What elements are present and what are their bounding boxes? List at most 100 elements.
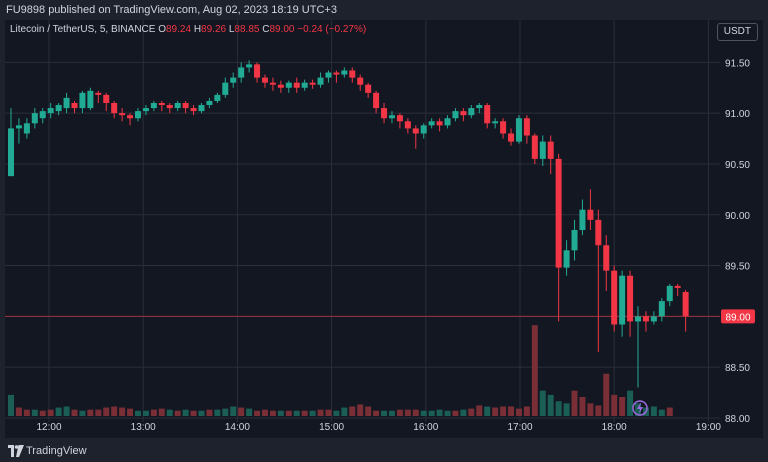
y-tick-label: 89.50: [725, 262, 750, 273]
candle-body: [484, 105, 491, 124]
volume-bar: [555, 401, 562, 416]
x-tick-label: 15:00: [319, 422, 344, 433]
candle-body: [547, 141, 554, 159]
candle-body: [635, 316, 642, 322]
candle-body: [301, 82, 308, 88]
candle-body: [508, 133, 515, 142]
tradingview-logo-icon: [8, 444, 24, 462]
open-label: O: [158, 24, 166, 35]
candle-body: [95, 92, 102, 95]
candle-body: [111, 102, 118, 114]
volume-bar: [111, 406, 118, 416]
volume-bar: [47, 409, 54, 416]
publish-line: FU9898 published on TradingView.com, Aug…: [6, 4, 337, 16]
volume-bar: [206, 409, 213, 416]
candle-body: [182, 102, 189, 109]
volume-bar: [254, 410, 261, 416]
x-tick-label: 16:00: [413, 422, 438, 433]
y-tick-label: 90.00: [725, 211, 750, 222]
x-tick-label: 17:00: [507, 422, 532, 433]
candle-body: [269, 82, 276, 85]
last-price-label: 89.00: [725, 312, 750, 323]
candle-body: [666, 285, 673, 302]
candle-body: [63, 97, 70, 109]
volume-bar: [63, 406, 70, 416]
chart-panel[interactable]: 91.50 91.00 90.50 90.00 89.50 89.00 88.50 88.00…: [5, 20, 763, 438]
candle-body: [333, 72, 340, 75]
candle-body: [627, 275, 634, 322]
candle-body: [658, 301, 665, 317]
volume-bar: [301, 410, 308, 416]
volume-bar: [539, 390, 546, 416]
volume-bar: [611, 394, 618, 416]
y-tick-label: 91.50: [725, 58, 750, 69]
candle-body: [365, 84, 372, 93]
volume-bar: [508, 406, 515, 416]
volume-bar: [428, 410, 435, 416]
volume-bar: [87, 409, 94, 416]
volume-bar: [388, 410, 395, 416]
currency-button[interactable]: USDT: [716, 23, 758, 41]
volume-bar: [571, 390, 578, 416]
high-value: 89.26: [201, 24, 227, 35]
candle-body: [682, 291, 689, 317]
candle-body: [325, 72, 332, 78]
volume-bar: [142, 410, 149, 416]
volume-bar: [31, 409, 38, 416]
volume-bar: [619, 396, 626, 416]
candle-body: [539, 141, 546, 159]
change-value: −0.24 (−0.27%): [297, 24, 367, 35]
candle-body: [531, 135, 538, 159]
volume-bar: [357, 404, 364, 416]
x-tick-label: 18:00: [602, 422, 627, 433]
candle-body: [142, 108, 149, 112]
volume-bar: [158, 408, 165, 416]
volume-bar: [150, 409, 157, 416]
candle-body: [587, 209, 594, 220]
volume-bar: [39, 410, 46, 416]
candle-body: [8, 128, 14, 177]
candle-body: [468, 108, 475, 116]
volume-bar: [349, 406, 356, 416]
candle-body: [476, 105, 483, 109]
volume-bar: [523, 406, 530, 416]
volume-bar: [587, 403, 594, 416]
candle-body: [309, 82, 316, 85]
candle-body: [150, 102, 157, 109]
volume-bar: [71, 409, 78, 416]
x-tick-label: 12:00: [36, 422, 61, 433]
candle-body: [523, 118, 530, 136]
candle-body: [198, 105, 205, 112]
volume-bar: [627, 390, 634, 416]
candlestick-chart[interactable]: 91.50 91.00 90.50 90.00 89.50 89.00 88.50 88.00…: [5, 20, 763, 438]
volume-bar: [500, 406, 507, 416]
volume-bar: [134, 410, 141, 416]
high-label: H: [193, 24, 202, 35]
candle-body: [39, 111, 46, 119]
volume-bar: [230, 406, 237, 416]
volume-bar: [222, 408, 229, 416]
candle-body: [341, 70, 348, 75]
candle-body: [127, 115, 134, 119]
volume-bar: [269, 410, 276, 416]
volume-bar: [531, 325, 538, 416]
open-value: 89.24: [166, 24, 192, 35]
volume-bar: [579, 396, 586, 416]
candle-body: [119, 113, 126, 116]
candle-body: [206, 100, 213, 106]
volume-bar: [515, 408, 522, 416]
volume-bar: [452, 410, 459, 416]
candle-body: [293, 82, 300, 88]
volume-bar: [15, 407, 22, 416]
volume-bar: [166, 409, 173, 416]
volume-bar: [103, 407, 110, 416]
candle-body: [436, 121, 443, 126]
candle-body: [492, 121, 499, 124]
volume-bar: [404, 409, 411, 416]
candle-body: [595, 219, 602, 246]
volume-bar: [309, 410, 316, 416]
candle-body: [230, 77, 237, 83]
volume-bar: [261, 409, 268, 416]
volume-bar: [420, 410, 427, 416]
candle-body: [603, 245, 610, 271]
